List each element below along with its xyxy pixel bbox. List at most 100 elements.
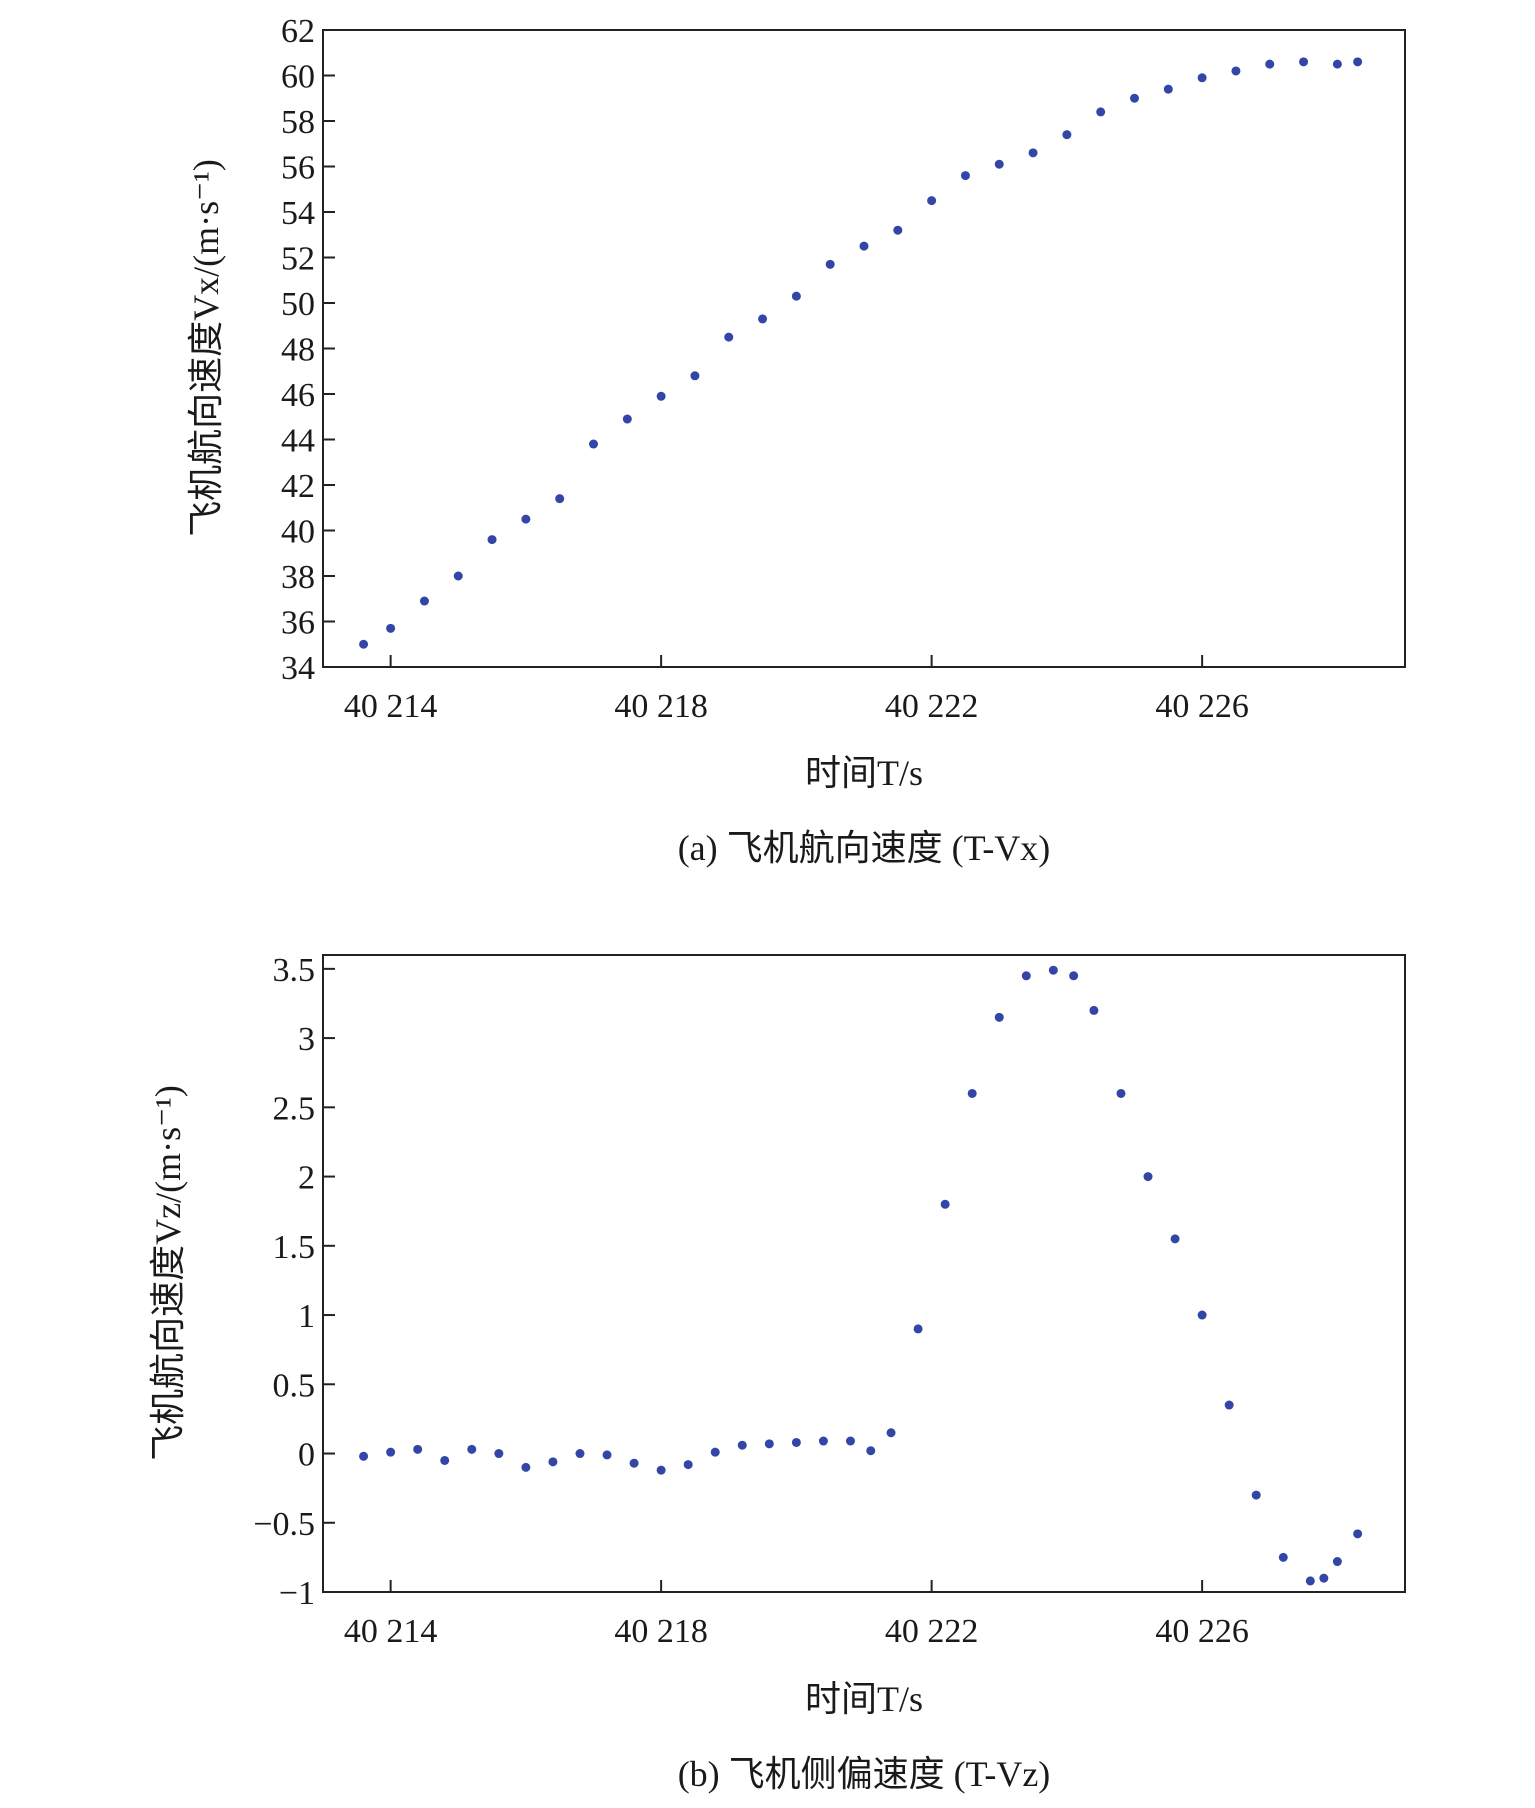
data-point [927, 196, 937, 206]
y-tick-label: 2 [298, 1160, 315, 1197]
data-point [494, 1449, 504, 1459]
y-tick-label: 2.5 [273, 1090, 316, 1127]
data-point [1332, 59, 1342, 69]
data-point [1265, 59, 1275, 69]
x-axis-title: 时间T/s [805, 753, 923, 793]
data-point [1278, 1552, 1288, 1562]
y-tick-label: 42 [281, 468, 315, 505]
y-tick-label: 48 [281, 332, 315, 369]
data-point [866, 1446, 876, 1456]
data-point [737, 1440, 747, 1450]
y-axis-ticks: 34 36 38 40 42 44 46 48 50 52 54 56 58 60 62 [281, 13, 335, 687]
y-tick-label: 40 [281, 514, 315, 551]
x-tick-label: 40 218 [614, 1613, 708, 1650]
y-tick-label: 62 [281, 13, 315, 50]
data-point [1170, 1234, 1180, 1244]
data-point [555, 494, 565, 504]
data-point [629, 1458, 639, 1468]
data-point [413, 1444, 423, 1454]
y-tick-label: 0 [298, 1437, 315, 1474]
data-point [710, 1447, 720, 1457]
data-point [913, 1324, 923, 1334]
y-tick-label: 36 [281, 605, 315, 642]
data-point [825, 259, 835, 269]
data-point [1062, 130, 1072, 140]
y-tick-label: 50 [281, 286, 315, 323]
y-tick-label: 38 [281, 559, 315, 596]
data-point [1224, 1400, 1234, 1410]
data-point [521, 514, 531, 524]
data-point [683, 1460, 693, 1470]
data-point [487, 535, 497, 545]
data-point [440, 1455, 450, 1465]
data-point [386, 623, 396, 633]
y-tick-label: 46 [281, 377, 315, 414]
data-point [1197, 1310, 1207, 1320]
data-points [359, 965, 1363, 1586]
x-tick-label: 40 222 [885, 1613, 979, 1650]
data-point [1231, 66, 1241, 76]
y-tick-label: 58 [281, 104, 315, 141]
data-point [1069, 971, 1079, 981]
y-tick-label: −0.5 [253, 1506, 315, 1543]
data-point [845, 1436, 855, 1446]
data-point [690, 371, 700, 381]
data-point [1319, 1573, 1329, 1583]
data-point [764, 1439, 774, 1449]
y-tick-label: 0.5 [273, 1367, 316, 1404]
data-point [1353, 57, 1363, 67]
y-tick-label: 44 [281, 423, 315, 460]
data-point [359, 1451, 369, 1461]
data-point [386, 1447, 396, 1457]
data-point [791, 1437, 801, 1447]
data-point [1130, 93, 1139, 103]
data-points [359, 57, 1363, 649]
data-point [419, 596, 429, 606]
data-point [886, 1428, 896, 1438]
y-tick-label: 1.5 [273, 1229, 316, 1266]
x-axis-title: 时间T/s [805, 1679, 923, 1719]
data-point [940, 1199, 950, 1209]
plot-frame [322, 29, 1406, 668]
data-point [1021, 971, 1031, 981]
data-point [521, 1462, 531, 1472]
x-tick-label: 40 226 [1155, 1613, 1249, 1650]
data-point [1116, 1088, 1126, 1098]
data-point [818, 1436, 828, 1446]
y-tick-label: 56 [281, 150, 315, 187]
data-point [1305, 1576, 1315, 1586]
y-tick-label: 3.5 [273, 952, 316, 989]
x-tick-label: 40 214 [344, 688, 438, 725]
data-point [622, 414, 632, 424]
x-tick-label: 40 226 [1155, 688, 1249, 725]
data-point [859, 241, 869, 251]
data-point [602, 1450, 612, 1460]
data-point [467, 1444, 477, 1454]
data-point [1163, 84, 1173, 94]
chart-caption: (a) 飞机航向速度 (T-Vx) [678, 828, 1051, 868]
data-point [967, 1088, 977, 1098]
chart-caption: (b) 飞机侧偏速度 (T-Vz) [678, 1754, 1051, 1794]
y-tick-label: 34 [281, 650, 315, 687]
x-axis-ticks: 40 214 40 218 40 222 40 226 [344, 655, 1249, 725]
data-point [1299, 57, 1309, 67]
data-point [548, 1457, 558, 1467]
data-point [1353, 1529, 1363, 1539]
x-tick-label: 40 214 [344, 1613, 438, 1650]
data-point [960, 171, 970, 181]
data-point [791, 291, 801, 301]
y-tick-label: 54 [281, 195, 315, 232]
data-point [994, 159, 1004, 169]
y-axis-ticks: −1 −0.5 0 0.5 1 1.5 2 2.5 3 3.5 [253, 952, 335, 1612]
x-tick-label: 40 222 [885, 688, 979, 725]
data-point [1048, 965, 1058, 975]
data-point [1028, 148, 1038, 158]
y-tick-label: 1 [298, 1298, 315, 1335]
data-point [724, 332, 734, 342]
data-point [1096, 107, 1106, 117]
data-point [1143, 1172, 1153, 1182]
data-point [656, 391, 666, 401]
y-tick-label: −1 [279, 1575, 315, 1612]
